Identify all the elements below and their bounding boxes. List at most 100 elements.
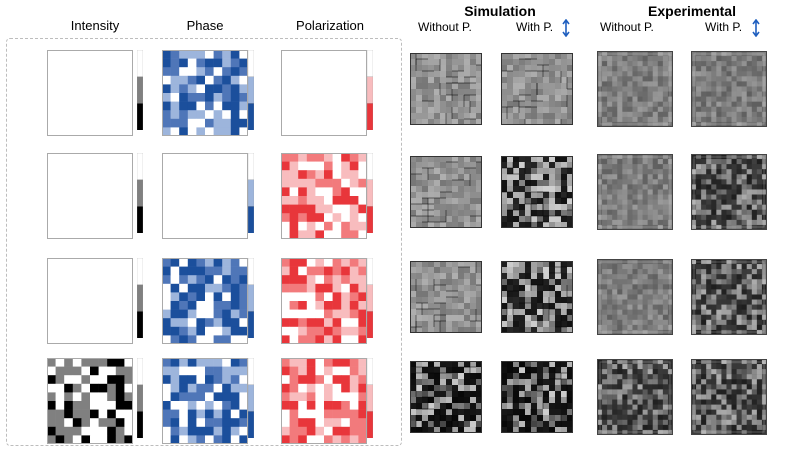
panel-cell [761,389,767,395]
panel-cell [446,204,453,211]
panel-cell [746,329,752,335]
panel-cell [647,369,653,375]
panel-cell [637,189,643,195]
panel-cell [464,285,471,292]
panel-cell [662,284,669,290]
panel-cell [657,379,664,385]
panel-cell [647,269,653,275]
panel-cell [607,164,613,170]
panel-cell [602,429,608,435]
panel-cell [761,269,767,275]
panel-cell [537,89,544,96]
pixel-cell [332,275,342,285]
pixel-cell [358,435,367,444]
panel-cell [756,309,763,315]
panel-cell [756,179,763,185]
panel-cell [416,113,423,120]
panel-cell [513,95,520,102]
panel-cell [652,424,658,431]
pixel-cell [315,426,325,436]
pixel-cell [239,275,248,285]
pixel-cell [349,204,359,214]
panel-cell [555,59,562,66]
panel-cell [657,329,664,335]
panel-cell [761,116,767,123]
panel-cell [657,106,664,112]
panel-cell [428,204,435,211]
panel-cell [731,409,737,415]
colorbar-segment [248,384,254,412]
panel-cell [716,86,722,92]
panel-cell [642,214,648,221]
pixel-cell [281,426,290,436]
pixel-cell [222,50,232,59]
pixel-cell [222,326,232,336]
panel-cell [446,427,453,433]
panel-cell [513,309,520,316]
panel-cell [711,194,717,200]
panel-cell [617,319,623,326]
panel-cell [701,284,707,290]
pixel-cell [162,283,171,293]
pixel-cell [222,153,232,162]
pixel-cell [281,161,290,171]
pixel-cell [289,101,299,111]
panel-cell [711,299,717,305]
panel-cell [632,389,638,395]
pixel-cell [230,204,240,214]
pixel-cell [196,418,206,428]
pixel-cell [107,93,117,102]
panel-cell [476,421,482,428]
panel-cell [761,81,767,87]
pixel-cell [205,196,214,205]
panel-cell [642,189,648,195]
panel-cell [422,119,429,125]
pixel-cell [64,326,74,336]
panel-cell [657,204,664,210]
panel-cell [597,419,603,426]
panel-cell [567,367,573,374]
pixel-cell [332,127,342,136]
panel-cell [632,379,638,385]
panel-cell [691,154,697,160]
header-simulation: Simulation [464,3,536,19]
panel-cell [657,419,664,426]
pixel-cell [341,383,351,393]
panel-cell [667,409,673,415]
panel-cell [612,51,618,57]
panel-cell [501,391,508,398]
panel-cell [602,314,608,320]
panel-cell [706,51,712,57]
pixel-cell [230,326,240,336]
panel-cell [726,359,732,365]
panel-cell [731,374,737,380]
panel-cell [637,224,643,230]
panel-cell [440,367,447,374]
panel-cell [622,269,628,275]
panel-cell [741,101,747,107]
pixel-cell [230,392,240,402]
panel-cell [731,289,737,295]
pixel-cell [124,58,133,68]
phase-colorbar [248,153,254,233]
panel-cell [525,291,532,298]
pixel-cell [306,50,316,59]
panel-cell [751,429,758,435]
pixel-cell [315,409,325,419]
panel-cell [751,56,758,62]
panel-cell [501,204,508,211]
panel-cell [662,159,669,165]
panel-cell [501,379,508,386]
panel-cell [746,284,752,290]
panel-cell [607,71,613,77]
panel-cell [706,304,712,310]
pixel-cell [115,67,125,77]
panel-cell [632,61,638,67]
panel-cell [422,95,429,102]
panel-cell [691,319,697,326]
panel-cell [555,285,562,292]
panel-cell [761,274,767,280]
panel-cell [519,373,526,380]
colorbar-segment [248,358,254,386]
experimental-with-polarizer [691,259,767,335]
